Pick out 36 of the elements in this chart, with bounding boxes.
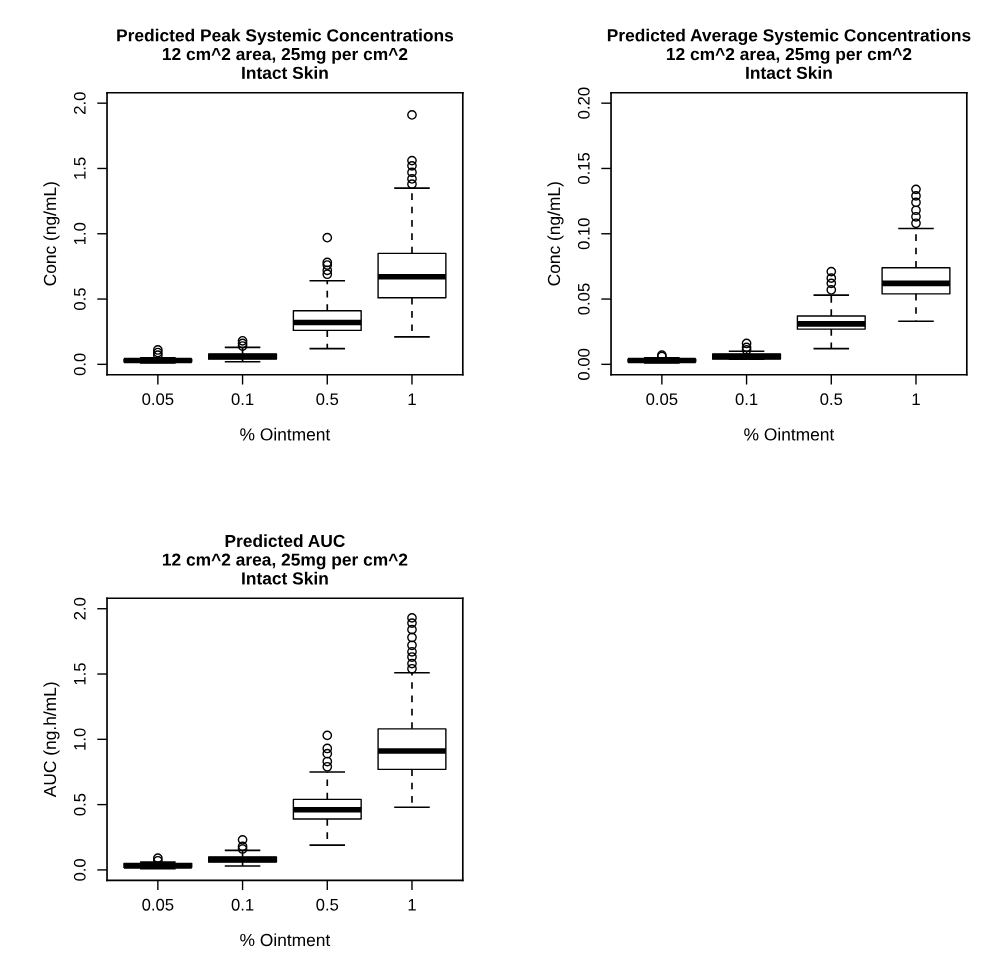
y-tick-label: 0.10	[577, 218, 590, 250]
y-tick-label: 1.5	[74, 663, 86, 685]
chart-title: Predicted AUC 12 cm^2 area, 25mg per cm^2 Intact Skin	[162, 534, 408, 585]
x-tick-label: 0.05	[142, 898, 174, 911]
y-axis-title: AUC (ng.h/mL)	[43, 682, 60, 798]
y-tick-label: 0.5	[73, 793, 86, 816]
y-tick-label: 0.5	[73, 288, 86, 310]
y-tick-label: 2.0	[73, 92, 86, 114]
x-axis-title: % Ointment	[744, 427, 835, 441]
x-tick-label: 0.1	[231, 898, 254, 911]
y-axis-title: Conc (ng/mL)	[547, 182, 564, 286]
y-tick-label: 1.5	[74, 157, 86, 179]
y-tick-label: 0.0	[73, 858, 86, 881]
y-axis-title: Conc (ng/mL)	[43, 182, 60, 286]
y-tick-label: 2.0	[73, 597, 86, 620]
y-tick-label: 0.0	[73, 353, 86, 376]
y-tick-label: 1.0	[73, 222, 86, 245]
x-tick-label: 1	[912, 393, 920, 405]
y-tick-label: 0.15	[577, 152, 590, 185]
y-tick-label: 1.0	[73, 728, 86, 750]
x-tick-label: 0.5	[820, 393, 843, 406]
x-tick-label: 1	[408, 899, 416, 911]
y-tick-label: 0.20	[577, 87, 590, 119]
chart-title: Predicted Peak Systemic Concentrations 12 cm^2 area, 25mg per cm^2 Intact Skin	[117, 28, 454, 79]
chart-title: Predicted Average Systemic Concentrations 12 cm^2 area, 25mg per cm^2 Intact Skin	[607, 28, 971, 79]
x-axis-title: % Ointment	[240, 933, 331, 947]
x-tick-label: 0.05	[646, 393, 678, 406]
y-tick-label: 0.00	[577, 348, 590, 380]
x-tick-label: 0.05	[142, 393, 174, 406]
x-axis-title: % Ointment	[240, 427, 331, 441]
x-tick-label: 1	[408, 393, 416, 405]
y-tick-label: 0.05	[577, 283, 590, 315]
x-tick-label: 0.5	[316, 898, 339, 911]
x-tick-label: 0.1	[231, 393, 254, 406]
x-tick-label: 0.5	[316, 393, 339, 406]
x-tick-label: 0.1	[735, 393, 758, 406]
